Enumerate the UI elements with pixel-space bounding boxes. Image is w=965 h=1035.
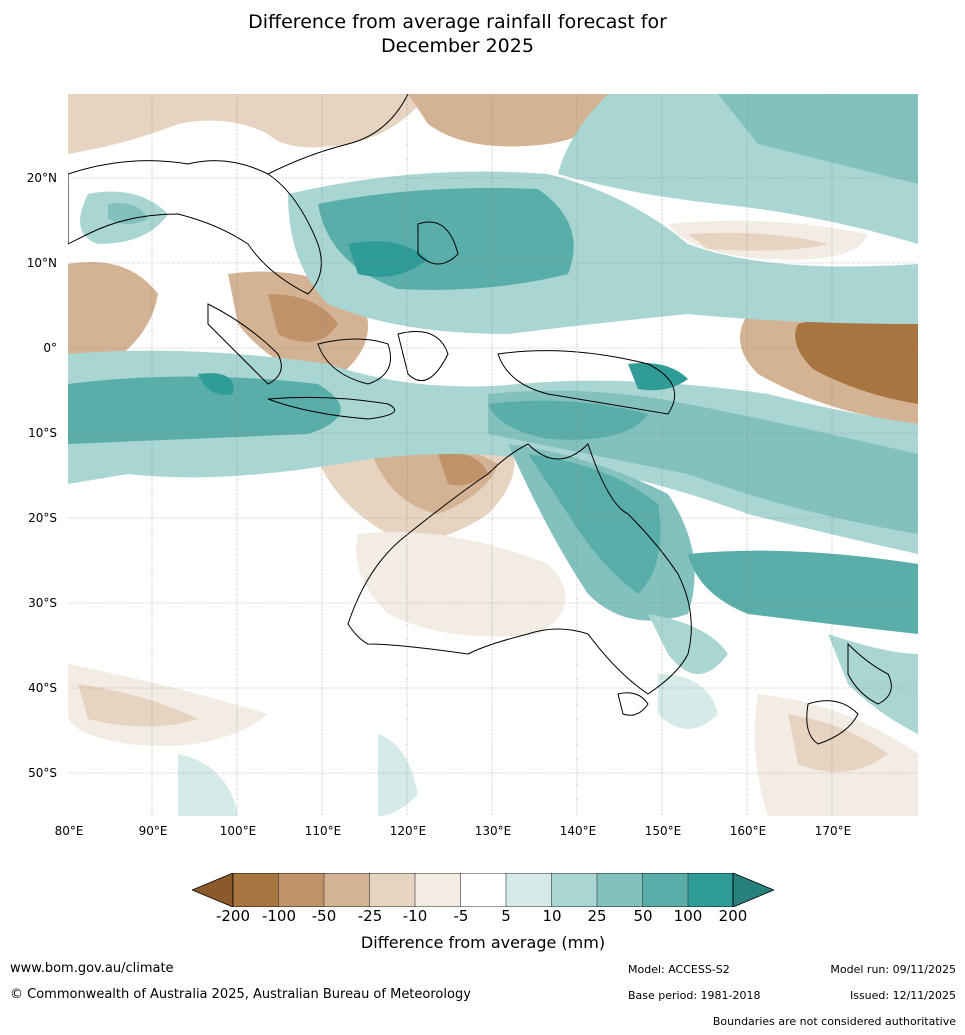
chart-title: Difference from average rainfall forecas… bbox=[0, 10, 965, 58]
colorbar-bin-10 bbox=[642, 873, 688, 907]
lat-label-30s: 30°S bbox=[28, 596, 57, 610]
colorbar-bin-2 bbox=[278, 873, 324, 907]
colorbar-bin-11 bbox=[688, 873, 733, 907]
colorbar-tick: -100 bbox=[261, 907, 297, 925]
lat-label-10s: 10°S bbox=[28, 426, 57, 440]
lon-label-160e: 160°E bbox=[729, 824, 767, 838]
wet-anomaly-layer bbox=[68, 94, 918, 816]
colorbar-tick: -200 bbox=[215, 907, 251, 925]
lon-label-100e: 100°E bbox=[219, 824, 257, 838]
lat-label-20n: 20°N bbox=[26, 171, 57, 185]
lon-label-140e: 140°E bbox=[559, 824, 597, 838]
model-run-text: Model run: 09/11/2025 bbox=[830, 963, 956, 976]
lat-label-50s: 50°S bbox=[28, 766, 57, 780]
website-link[interactable]: www.bom.gov.au/climate bbox=[10, 961, 174, 976]
colorbar-bin-6 bbox=[460, 873, 506, 907]
colorbar-bin-5 bbox=[415, 873, 461, 907]
lat-label-40s: 40°S bbox=[28, 681, 57, 695]
colorbar-tick: -50 bbox=[311, 907, 337, 925]
lon-label-120e: 120°E bbox=[389, 824, 427, 838]
lon-label-150e: 150°E bbox=[644, 824, 682, 838]
colorbar-bin-7 bbox=[506, 873, 552, 907]
model-text: Model: ACCESS-S2 bbox=[628, 963, 730, 976]
lat-label-0: 0° bbox=[43, 341, 57, 355]
colorbar-bin-8 bbox=[551, 873, 597, 907]
colorbar-bin-4 bbox=[369, 873, 415, 907]
colorbar-tick: 25 bbox=[587, 907, 607, 925]
colorbar-tick: -10 bbox=[402, 907, 428, 925]
lon-label-80e: 80°E bbox=[54, 824, 84, 838]
colorbar-tick: -25 bbox=[357, 907, 383, 925]
issued-text: Issued: 12/11/2025 bbox=[849, 989, 956, 1002]
title-line-1: Difference from average rainfall forecas… bbox=[248, 11, 667, 33]
lat-label-10n: 10°N bbox=[26, 256, 57, 270]
colorbar bbox=[192, 873, 774, 907]
disclaimer-text: Boundaries are not considered authoritat… bbox=[712, 1015, 956, 1028]
colorbar-label: Difference from average (mm) bbox=[360, 933, 606, 952]
lon-label-90e: 90°E bbox=[138, 824, 168, 838]
colorbar-bin-3 bbox=[324, 873, 370, 907]
colorbar-tick: 100 bbox=[673, 907, 703, 925]
title-line-2: December 2025 bbox=[381, 35, 534, 57]
copyright-text: © Commonwealth of Australia 2025, Austra… bbox=[10, 987, 471, 1002]
colorbar-tick: 50 bbox=[633, 907, 653, 925]
lon-label-170e: 170°E bbox=[814, 824, 852, 838]
colorbar-tick: 5 bbox=[501, 907, 511, 925]
rainfall-anomaly-map[interactable] bbox=[68, 94, 918, 816]
base-period-text: Base period: 1981-2018 bbox=[628, 989, 761, 1002]
colorbar-extend-low bbox=[192, 873, 234, 907]
colorbar-bin-1 bbox=[233, 873, 279, 907]
colorbar-bin-9 bbox=[597, 873, 643, 907]
colorbar-extend-high bbox=[732, 873, 774, 907]
colorbar-tick: 200 bbox=[718, 907, 748, 925]
colorbar-tick: 10 bbox=[542, 907, 562, 925]
colorbar-tick: -5 bbox=[453, 907, 469, 925]
lat-label-20s: 20°S bbox=[28, 511, 57, 525]
lon-label-130e: 130°E bbox=[474, 824, 512, 838]
lon-label-110e: 110°E bbox=[304, 824, 342, 838]
coastlines bbox=[68, 94, 892, 745]
graticule bbox=[68, 94, 918, 816]
